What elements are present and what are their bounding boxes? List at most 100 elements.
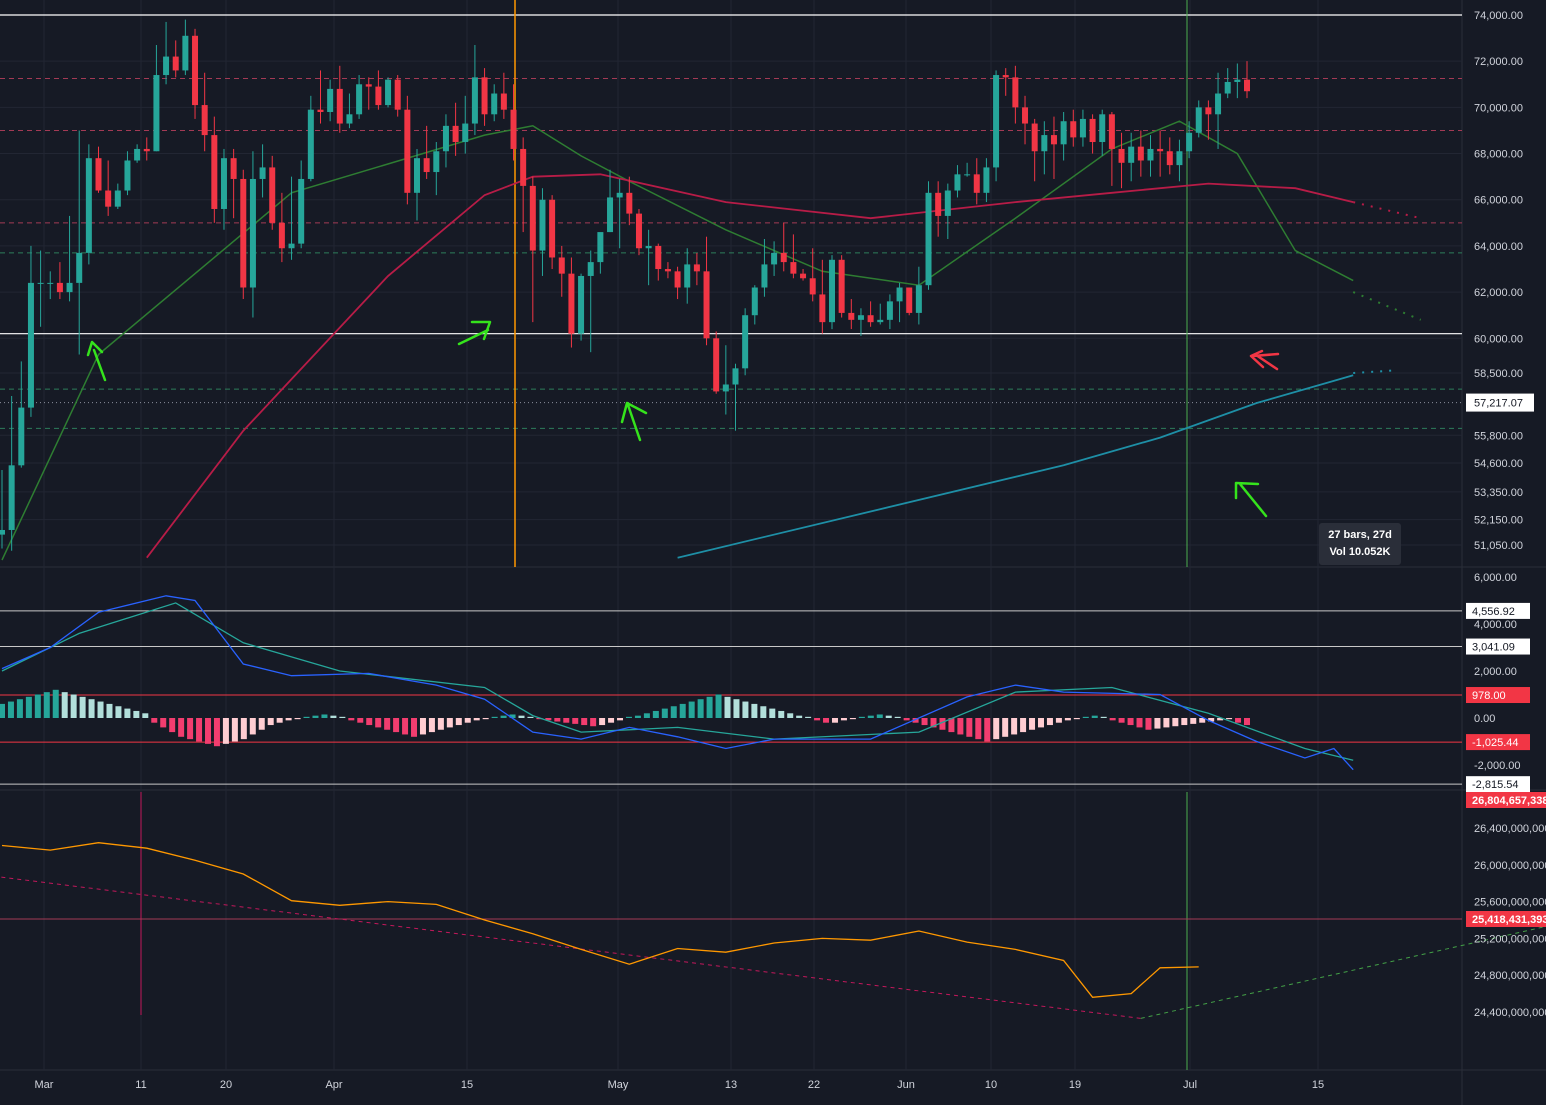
time-tick-label: Mar bbox=[35, 1079, 54, 1091]
candle-body bbox=[124, 160, 131, 191]
macd-histogram-bar bbox=[554, 718, 561, 722]
macd-histogram-bar bbox=[178, 718, 185, 737]
macd-histogram-bar bbox=[634, 715, 641, 718]
candle bbox=[1099, 109, 1106, 156]
macd-histogram-bar bbox=[509, 714, 516, 718]
macd-histogram-bar bbox=[706, 696, 713, 718]
candle-body bbox=[800, 273, 807, 279]
candle bbox=[95, 146, 102, 193]
candle bbox=[510, 84, 517, 161]
macd-histogram-bar bbox=[1011, 718, 1018, 735]
macd-histogram-bar bbox=[464, 718, 471, 723]
candle bbox=[829, 255, 835, 330]
candle bbox=[925, 181, 932, 290]
obv-line bbox=[1, 842, 1199, 998]
candle-body bbox=[568, 273, 575, 334]
candle-body bbox=[1215, 93, 1222, 115]
candle-body bbox=[964, 174, 971, 176]
time-tick-label: 22 bbox=[808, 1079, 820, 1091]
macd-histogram-bar bbox=[25, 696, 32, 718]
candle bbox=[452, 102, 459, 156]
candle-body bbox=[906, 287, 913, 313]
candle-body bbox=[414, 158, 420, 193]
candle bbox=[877, 303, 884, 325]
candle-body bbox=[819, 294, 826, 323]
macd-histogram-bar bbox=[142, 713, 149, 718]
volume-line-pane[interactable] bbox=[0, 842, 1546, 1019]
candle bbox=[790, 234, 797, 279]
candle bbox=[645, 229, 652, 286]
macd-histogram-bar bbox=[769, 708, 776, 718]
macd-histogram-bar bbox=[912, 718, 919, 723]
macd-histogram-bar bbox=[1136, 718, 1143, 728]
price-tick-label: 70,000.00 bbox=[1474, 102, 1523, 114]
obv-tick-label: 25,200,000,000 bbox=[1474, 933, 1546, 945]
candle bbox=[220, 148, 227, 230]
macd-histogram-bar bbox=[151, 718, 158, 723]
candle-body bbox=[1070, 121, 1077, 138]
macd-histogram-bar bbox=[1118, 718, 1125, 723]
candle bbox=[1166, 137, 1173, 175]
macd-histogram-bar bbox=[357, 718, 364, 723]
macd-value-label: 978.00 bbox=[1472, 690, 1506, 702]
candle-body bbox=[192, 35, 199, 106]
macd-histogram-bar bbox=[213, 718, 220, 747]
candle bbox=[1089, 114, 1096, 154]
macd-histogram-bar bbox=[231, 718, 238, 742]
macd-histogram-bar bbox=[205, 718, 212, 744]
measure-volume-label: Vol 10.052K bbox=[1329, 546, 1391, 558]
candle-body bbox=[143, 148, 150, 152]
candle-body bbox=[298, 178, 305, 244]
candle-body bbox=[307, 109, 314, 179]
candle bbox=[964, 162, 971, 177]
macd-value-tag bbox=[1466, 687, 1530, 704]
macd-histogram-bar bbox=[303, 716, 310, 718]
macd-histogram-bar bbox=[437, 718, 444, 730]
candle bbox=[780, 222, 787, 272]
candle bbox=[172, 40, 179, 78]
ma-long-line bbox=[677, 374, 1354, 559]
candle bbox=[1147, 135, 1154, 177]
macd-histogram-bar bbox=[993, 718, 1000, 740]
macd-histogram-bar bbox=[375, 718, 382, 728]
candlestick-series[interactable] bbox=[0, 19, 1250, 551]
candle-body bbox=[954, 174, 961, 191]
candle bbox=[288, 176, 295, 260]
candle-body bbox=[674, 271, 681, 288]
macd-pane[interactable] bbox=[0, 595, 1462, 785]
macd-histogram-bar bbox=[294, 718, 301, 720]
macd-histogram-bar bbox=[831, 718, 838, 723]
price-tick-label: 54,600.00 bbox=[1474, 458, 1523, 470]
macd-histogram-bar bbox=[1020, 718, 1027, 733]
price-axis[interactable]: 74,000.00 72,000.00 70,000.00 68,000.00 66,0… bbox=[1466, 10, 1546, 1019]
macd-value-tag bbox=[1466, 776, 1530, 793]
candle-body bbox=[732, 368, 739, 385]
macd-histogram-bar bbox=[267, 718, 274, 726]
macd-tick-label: -2,000.00 bbox=[1474, 760, 1520, 772]
macd-histogram-bar bbox=[160, 718, 167, 728]
macd-histogram-bar bbox=[1082, 716, 1089, 718]
price-tick-label: 53,350.00 bbox=[1474, 487, 1523, 499]
drawing-annotations[interactable] bbox=[86, 320, 1280, 518]
candle-body bbox=[1147, 148, 1154, 161]
candle-body bbox=[993, 75, 1000, 168]
macd-histogram-bar bbox=[1244, 718, 1250, 726]
macd-histogram-bar bbox=[563, 718, 570, 723]
candle bbox=[414, 148, 420, 221]
candle bbox=[462, 95, 469, 154]
candle bbox=[1079, 109, 1086, 147]
macd-histogram-bar bbox=[1127, 718, 1134, 726]
time-axis[interactable]: Mar 11 20 Apr 15 May 13 22 Jun 10 19 Jul 15 bbox=[35, 1079, 1325, 1091]
candle bbox=[1050, 116, 1057, 179]
macd-value-label: 4,556.92 bbox=[1472, 606, 1515, 618]
macd-histogram-bar bbox=[1181, 718, 1188, 726]
candle bbox=[848, 299, 855, 330]
price-tick-label: 51,050.00 bbox=[1474, 540, 1523, 552]
candle bbox=[259, 144, 266, 198]
macd-histogram-bar bbox=[572, 718, 579, 724]
macd-histogram-bar bbox=[921, 718, 928, 726]
time-tick-label: 11 bbox=[135, 1079, 146, 1091]
candle bbox=[298, 160, 305, 249]
candle bbox=[249, 151, 256, 318]
